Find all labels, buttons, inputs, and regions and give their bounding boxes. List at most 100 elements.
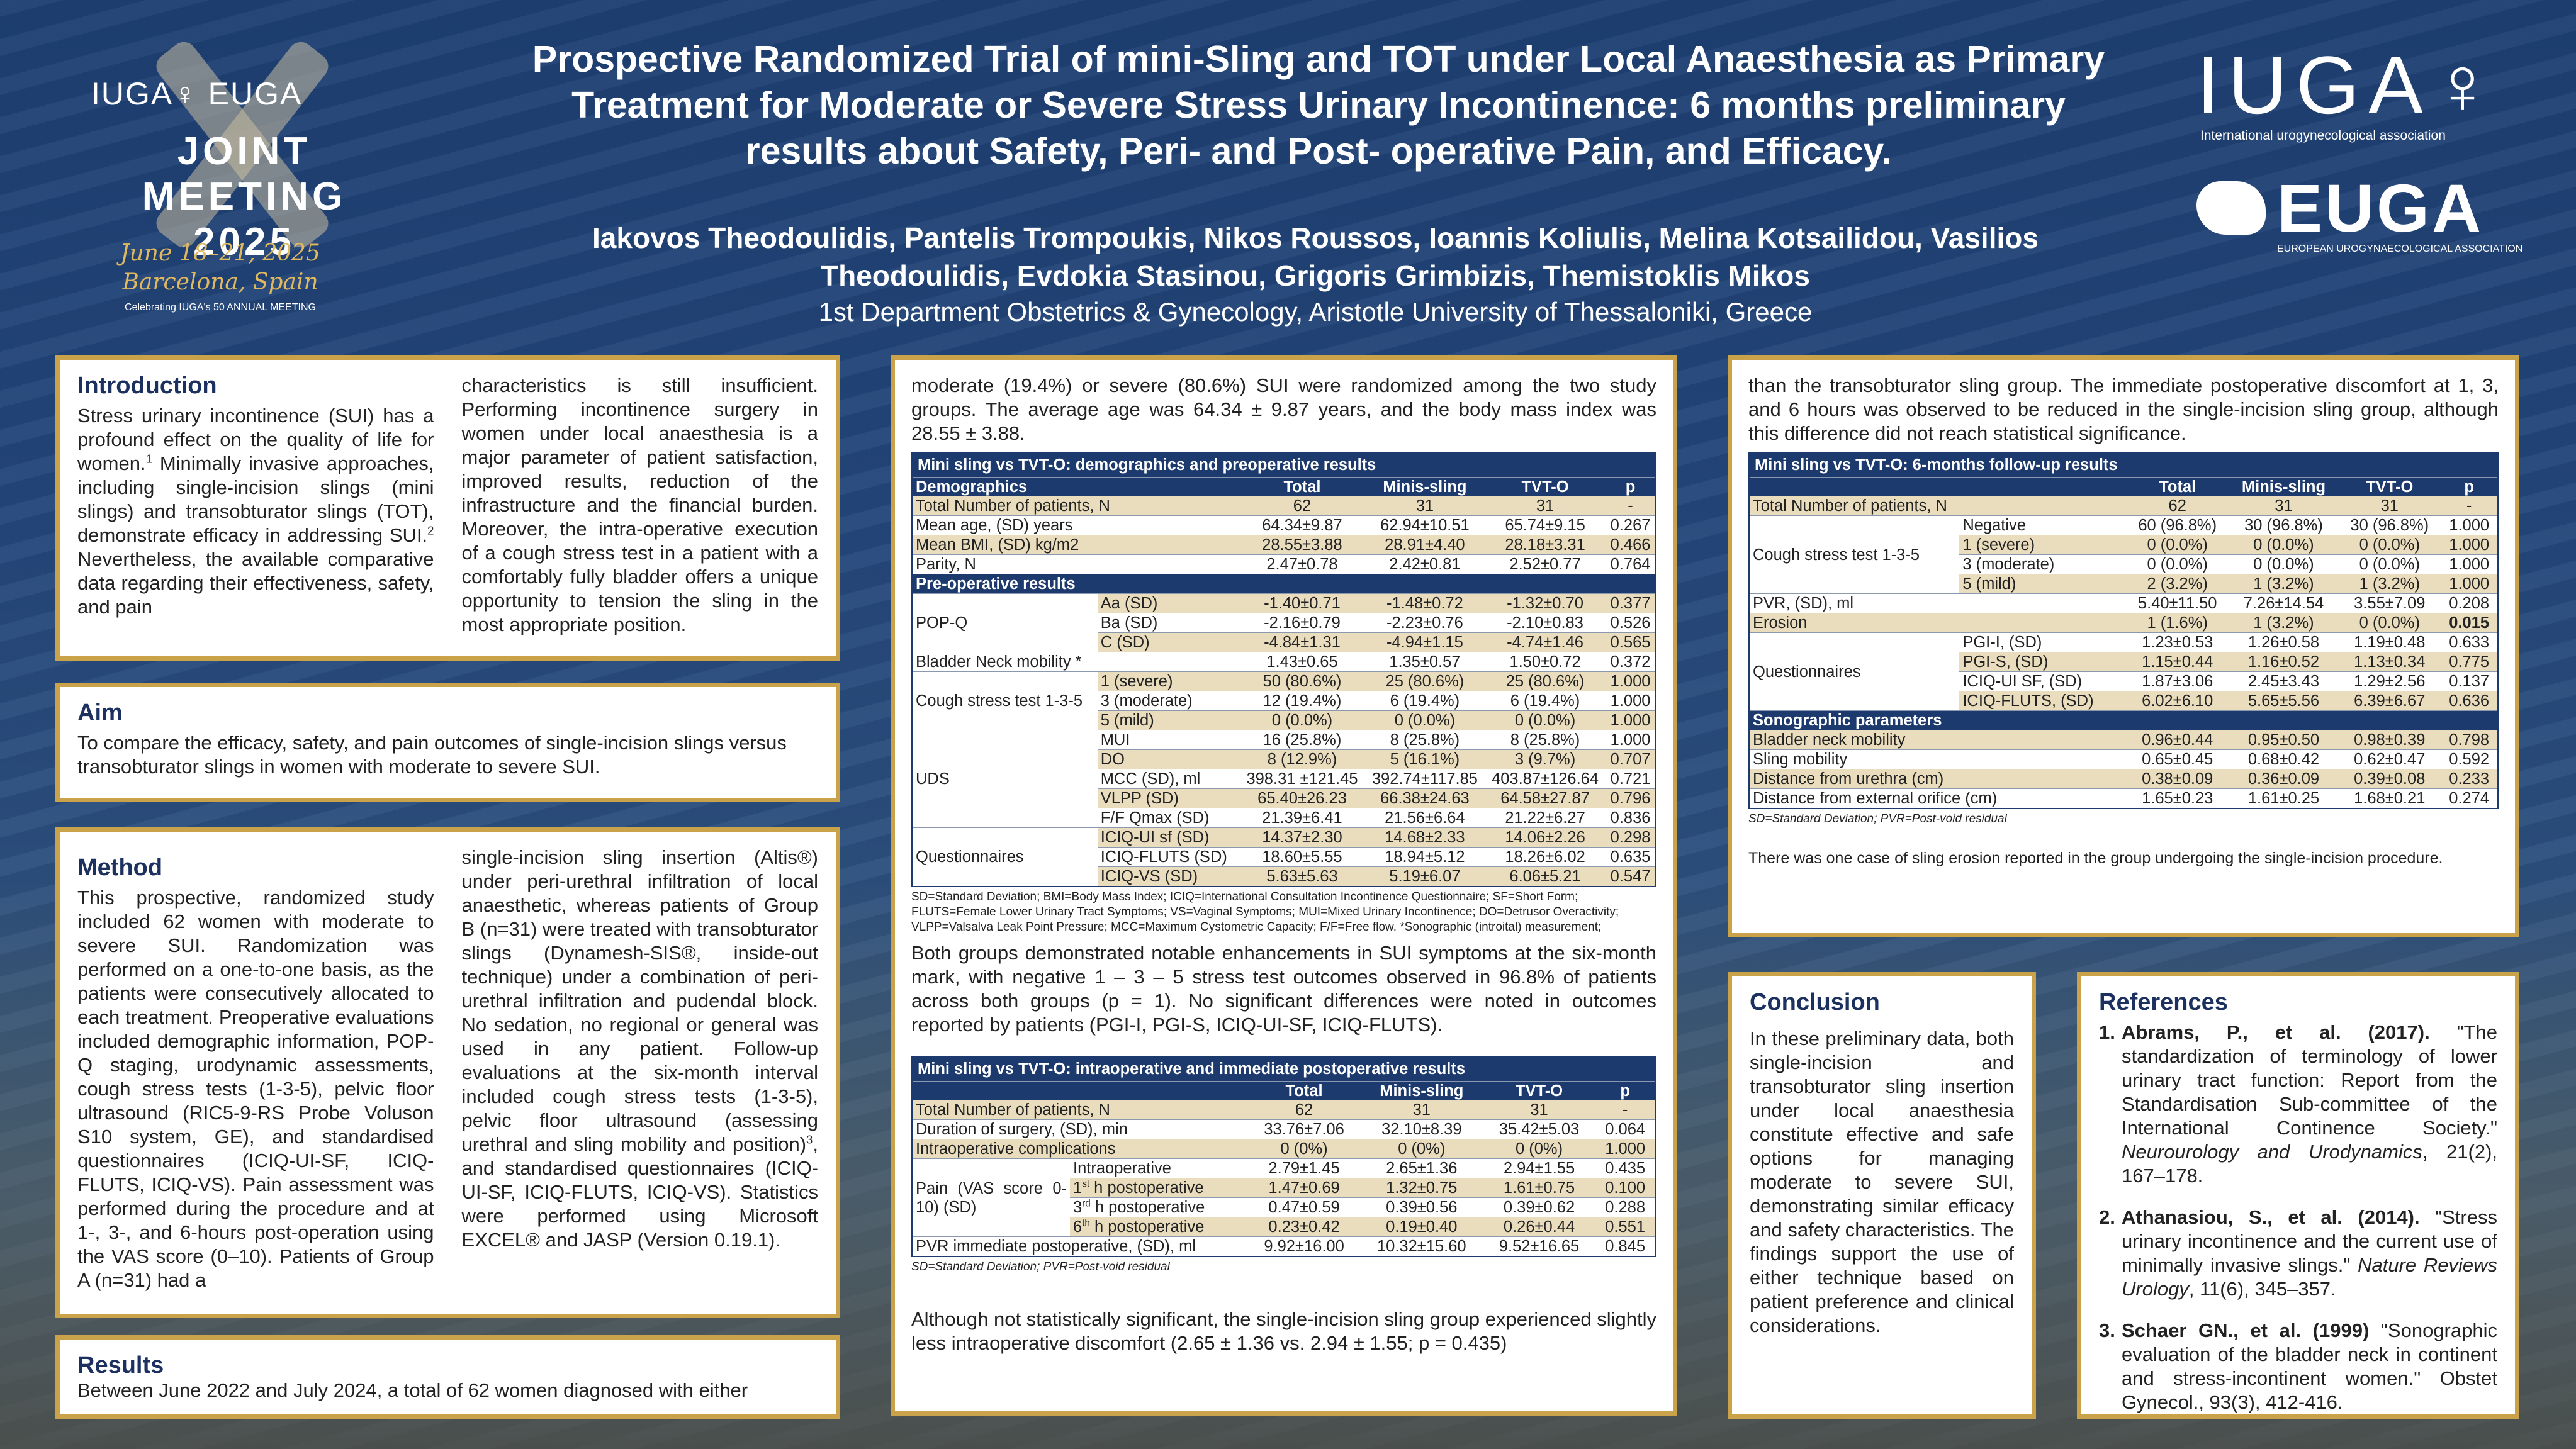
table-row: Cough stress test 1-3-5 Negative 60 (96.8%… [1749,515,2498,594]
logo-city: Barcelona, Spain [122,269,318,295]
pain-time-rest: h postoperative [1090,1199,1205,1216]
table-title-row: Mini sling vs TVT-O: intraoperative and … [912,1056,1656,1082]
table-cell: 0.23±0.42 [1248,1217,1360,1237]
table-cell: 2.42±0.81 [1364,554,1485,574]
table-row: ICIQ-FLUTS, (SD) 6.02±6.10 5.65±5.56 6.39±6… [1749,691,2498,711]
table-cell: 5.40±11.50 [2125,593,2229,613]
table-cell: 18.60±5.55 [1239,847,1365,867]
table-section-row: Sonographic parameters [1749,710,2498,730]
method-text-3: , and standardised questionnaires (ICIQ-… [461,1133,819,1251]
results-middle-panel: moderate (19.4%) or severe (80.6%) SUI w… [891,355,1677,1416]
table-row: Mean BMI, (SD) kg/m2 28.55±3.88 28.91±4.40… [912,535,1656,555]
table-cell: Parity, N [912,554,1240,574]
intro-text-2: Minimally invasive approaches, including… [77,452,434,546]
table-title-row: Mini sling vs TVT-O: demographics and pr… [912,452,1656,478]
table-cell: 0.68±0.42 [2229,749,2339,769]
table-cell: MCC (SD), ml [1097,769,1240,789]
table-cell: 5.63±5.63 [1239,866,1365,887]
table-cell: 1.000 [2441,535,2498,555]
table-row: Distance from urethra (cm) 0.38±0.09 0.36±… [1749,769,2498,789]
table-row: Intraoperative complications 0 (0%) 0 (0%)… [912,1139,1656,1159]
table-cell: 6 (19.4%) [1364,691,1485,711]
table-cell: 1.50±0.72 [1484,652,1606,672]
table-row: Questionnaires ICIQ-UI sf (SD) 14.37±2.30 1… [912,827,1656,887]
pain-time-number: 3 [1073,1199,1083,1216]
table-cell: 28.55±3.88 [1239,535,1365,555]
table-header-cell: Minis-sling [1359,1081,1483,1100]
table-cell: 14.06±2.26 [1484,827,1606,848]
pain-time-suffix: st [1082,1178,1090,1190]
table-cell: 62 [1248,1100,1360,1120]
table-row: 3 (moderate) 0 (0.0%) 0 (0.0%) 0 (0.0%) 1.00… [1749,554,2498,574]
table-cell: 0.372 [1606,652,1656,672]
results-mid-intro: moderate (19.4%) or severe (80.6%) SUI w… [911,374,1656,444]
table-header-cell [912,1081,1249,1100]
table-cell: 5 (16.1%) [1364,749,1485,769]
table-cell: 5.19±6.07 [1364,866,1485,887]
table-cell: 16 (25.8%) [1239,730,1365,750]
table-cell: 5.65±5.56 [2229,691,2339,711]
table-cell: 1.35±0.57 [1364,652,1485,672]
table-cell: 0 (0.0%) [2338,613,2441,633]
pain-time-number: 1 [1073,1179,1083,1197]
table-header-cell: Demographics [912,477,1240,496]
logo-orgs: IUGA♀ EUGA [91,76,303,111]
table-cell: 2.65±1.36 [1359,1158,1483,1178]
table-cell: Ba (SD) [1097,613,1240,633]
table-cell: DO [1097,749,1240,769]
table-cell: 0.36±0.09 [2229,769,2339,789]
table-cell: 18.26±6.02 [1484,847,1606,867]
pain-time-suffix: rd [1082,1198,1091,1209]
table-group-label: Cough stress test 1-3-5 [1749,515,1960,594]
table-cell: 0.39±0.56 [1359,1197,1483,1217]
table-cell: 0.551 [1595,1217,1656,1237]
table-cell: 14.68±2.33 [1364,827,1485,848]
results-panel: Results Between June 2022 and July 2024,… [55,1335,840,1419]
table-cell: 0 (0.0%) [1239,710,1365,730]
method-panel: Method This prospective, randomized stud… [55,827,840,1318]
table-cell: 14.37±2.30 [1239,827,1365,848]
table-cell: ICIQ-FLUTS (SD) [1097,847,1240,867]
table-cell: Duration of surgery, (SD), min [912,1119,1249,1139]
table-cell: 0.137 [2441,671,2498,691]
table-cell: 32.10±8.39 [1359,1119,1483,1139]
reference-title: "Sonographic evaluation of the bladder n… [2122,1319,2497,1413]
table-cell: 1.61±0.75 [1483,1178,1595,1198]
table-cell: Distance from urethra (cm) [1749,769,2126,789]
table-cell: 0.47±0.59 [1248,1197,1360,1217]
table-cell: Bladder neck mobility [1749,730,2126,750]
table-cell: 0.19±0.40 [1359,1217,1483,1237]
table-cell: Total Number of patients, N [1749,496,2126,516]
table-cell: 6.02±6.10 [2125,691,2229,711]
references-panel: References 1. Abrams, P., et al. (2017). … [2077,972,2519,1419]
table-cell: 64.34±9.87 [1239,515,1365,535]
table-row: Distance from external orifice (cm) 1.65±… [1749,788,2498,809]
table-cell: 65.74±9.15 [1484,515,1606,535]
table-follow-up: Mini sling vs TVT-O: 6-months follow-up … [1748,452,2499,809]
table-cell: 1.000 [1606,691,1656,711]
table-row: ICIQ-VS (SD) 5.63±5.63 5.19±6.07 6.06±5.21 0… [912,866,1656,887]
logo-event-name: JOINT MEETING [142,130,347,218]
table-cell: 0.015 [2441,613,2498,633]
pain-time-number: Intraoperative [1073,1160,1171,1177]
table-cell: -2.16±0.79 [1239,613,1365,633]
table-cell: 0 (0%) [1359,1139,1483,1159]
table-cell: 0 (0%) [1248,1139,1360,1159]
reference-body: Schaer GN., et al. (1999) "Sonographic e… [2122,1319,2497,1414]
table-row: 6th h postoperative 0.23±0.42 0.19±0.40 0.2… [912,1217,1656,1237]
table-cell: 9.92±16.00 [1248,1236,1360,1257]
table-cell: 0.592 [2441,749,2498,769]
table-cell: 2.94±1.55 [1483,1158,1595,1178]
table-cell: 21.22±6.27 [1484,808,1606,828]
table-cell: 0 (0.0%) [2125,554,2229,574]
table-cell: 62 [2125,496,2229,516]
table-cell: 12 (19.4%) [1239,691,1365,711]
table-cell: PGI-S, (SD) [1959,652,2126,672]
table-cell: -4.74±1.46 [1484,632,1606,652]
euga-mark-icon [2196,181,2266,235]
references-list: 1. Abrams, P., et al. (2017). "The standa… [2099,1021,2497,1414]
table-row: Bladder neck mobility 0.96±0.44 0.95±0.50 0… [1749,730,2498,750]
reference-title: "Stress urinary incontinence and the cur… [2122,1206,2497,1276]
logo-event: JOINT MEETING 2025 [68,129,420,265]
table-cell: 0.435 [1595,1158,1656,1178]
